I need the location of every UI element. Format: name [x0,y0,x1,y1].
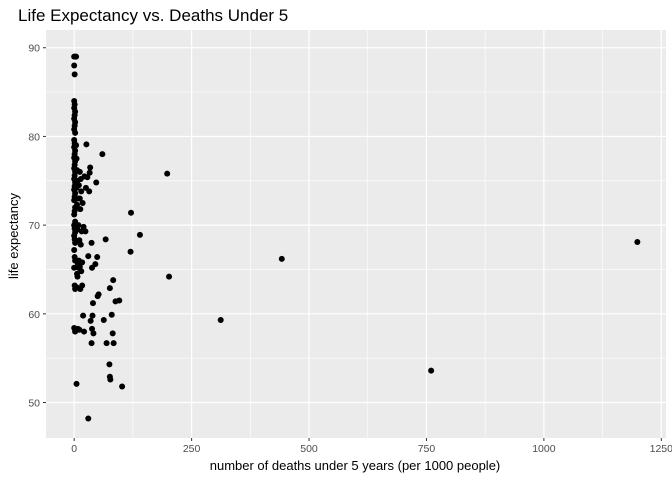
data-point [81,328,88,335]
y-tick-label: 50 [28,398,40,410]
data-point [74,201,80,208]
data-point [83,141,90,148]
data-point [82,228,89,235]
data-point [79,259,86,266]
data-point [75,182,82,189]
y-tick-label: 90 [28,43,40,55]
data-point [79,199,86,206]
data-point [136,231,143,238]
data-point [89,312,96,319]
data-point [71,62,78,69]
x-tick-label: 1250 [650,443,672,455]
data-point [72,129,79,136]
data-point [110,340,117,347]
y-tick-label: 60 [28,309,40,321]
data-point [71,264,78,271]
data-point [86,169,93,176]
data-point [77,241,84,248]
data-points [71,53,641,422]
y-tick-label: 80 [28,131,40,143]
x-tick-label: 750 [418,443,436,455]
data-point [99,151,106,158]
x-axis-title: number of deaths under 5 years (per 1000… [210,458,501,473]
data-point [88,340,95,347]
data-point [100,317,107,324]
data-point [93,179,100,186]
data-point [85,253,92,260]
data-point [102,236,109,243]
x-tick-label: 250 [183,443,201,455]
data-point [84,174,91,181]
data-point [108,311,115,318]
data-point [94,293,101,300]
data-point [106,361,113,368]
data-point [428,367,435,374]
data-point [106,285,113,292]
data-point [116,297,123,304]
data-point [80,312,87,319]
plot-panel [46,30,666,438]
data-point [103,340,110,347]
data-point [71,211,78,218]
data-point [107,376,114,383]
data-point [73,142,80,149]
data-point [88,239,95,246]
x-tick-label: 0 [71,443,77,455]
data-point [89,300,96,307]
data-point [86,188,93,195]
data-point [90,330,97,337]
y-axis-ticks: 50 60 70 80 90 [28,43,46,410]
data-point [74,273,81,280]
data-point [73,53,80,60]
data-point [92,261,99,268]
data-point [79,282,86,289]
x-tick-label: 1000 [532,443,556,455]
data-point [73,155,80,162]
x-tick-label: 500 [300,443,318,455]
data-point [87,164,94,171]
data-point [166,273,173,280]
data-point [119,383,126,390]
data-point [109,330,116,337]
data-point [71,71,78,78]
data-point [73,380,80,387]
data-point [128,209,135,216]
data-point [278,255,285,262]
data-point [85,415,92,422]
data-point [217,317,224,324]
data-point [76,195,83,202]
data-point [76,326,83,333]
data-point [71,246,78,253]
y-tick-label: 70 [28,220,40,232]
data-point [110,277,117,284]
chart-title: Life Expectancy vs. Deaths Under 5 [18,6,288,25]
data-point [94,254,101,261]
y-axis-title: life expectancy [6,193,21,279]
x-axis-ticks: 0 250 500 750 1000 1250 [71,438,672,455]
data-point [78,268,85,275]
data-point [87,317,94,324]
data-point [634,238,641,245]
data-point [76,168,83,175]
data-point [127,248,134,255]
data-point [77,206,84,213]
data-point [78,188,85,195]
data-point [164,170,171,177]
